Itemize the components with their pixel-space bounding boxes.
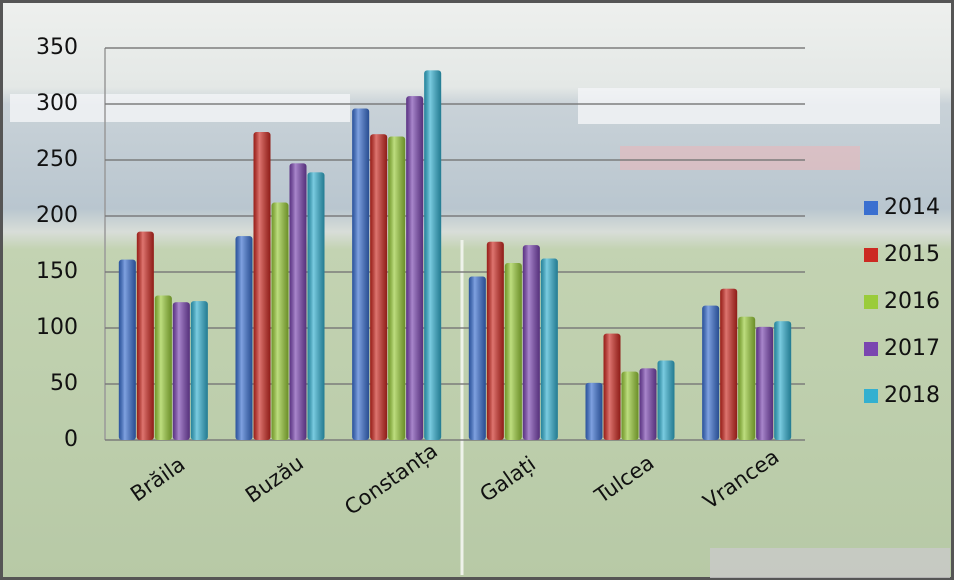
bar bbox=[289, 163, 307, 441]
y-tick-label: 150 bbox=[36, 259, 78, 284]
y-tick-label: 250 bbox=[36, 147, 78, 172]
legend-swatch bbox=[864, 295, 878, 309]
bar bbox=[585, 382, 603, 440]
y-tick-label: 50 bbox=[50, 371, 78, 396]
bar bbox=[639, 368, 657, 440]
legend-label: 2016 bbox=[884, 289, 940, 314]
bar bbox=[702, 305, 720, 440]
bar bbox=[352, 108, 370, 440]
bar bbox=[406, 96, 424, 440]
bar bbox=[190, 301, 208, 440]
bar bbox=[486, 241, 504, 440]
bar bbox=[603, 333, 621, 440]
bar bbox=[774, 321, 792, 440]
y-tick-label: 200 bbox=[36, 203, 78, 228]
bar bbox=[720, 288, 738, 440]
legend-label: 2018 bbox=[884, 383, 940, 408]
bench bbox=[710, 548, 950, 578]
bar bbox=[118, 259, 136, 440]
bar bbox=[657, 360, 675, 440]
legend-label: 2015 bbox=[884, 242, 940, 267]
legend-swatch bbox=[864, 248, 878, 262]
bar bbox=[738, 316, 756, 440]
bar bbox=[154, 295, 172, 440]
y-tick-label: 100 bbox=[36, 315, 78, 340]
bar bbox=[621, 371, 639, 440]
legend-label: 2017 bbox=[884, 336, 940, 361]
bar bbox=[253, 132, 271, 440]
banner bbox=[578, 88, 940, 124]
stand-seats bbox=[620, 146, 860, 170]
bar bbox=[370, 134, 388, 441]
y-tick-label: 300 bbox=[36, 91, 78, 116]
bar bbox=[235, 236, 253, 440]
bar bbox=[424, 70, 442, 441]
bar bbox=[468, 276, 486, 440]
bar bbox=[756, 326, 774, 440]
y-tick-label: 0 bbox=[64, 427, 78, 452]
bar bbox=[136, 231, 154, 440]
bar bbox=[540, 258, 558, 440]
bar bbox=[307, 172, 325, 440]
legend-swatch bbox=[864, 389, 878, 403]
legend-label: 2014 bbox=[884, 195, 940, 220]
legend-swatch bbox=[864, 201, 878, 215]
bar bbox=[172, 302, 190, 440]
bar bbox=[504, 263, 522, 440]
y-tick-label: 350 bbox=[36, 35, 78, 60]
bar bbox=[271, 202, 289, 440]
bar bbox=[522, 245, 540, 440]
legend-swatch bbox=[864, 342, 878, 356]
banner bbox=[10, 94, 350, 122]
bar bbox=[388, 136, 406, 441]
